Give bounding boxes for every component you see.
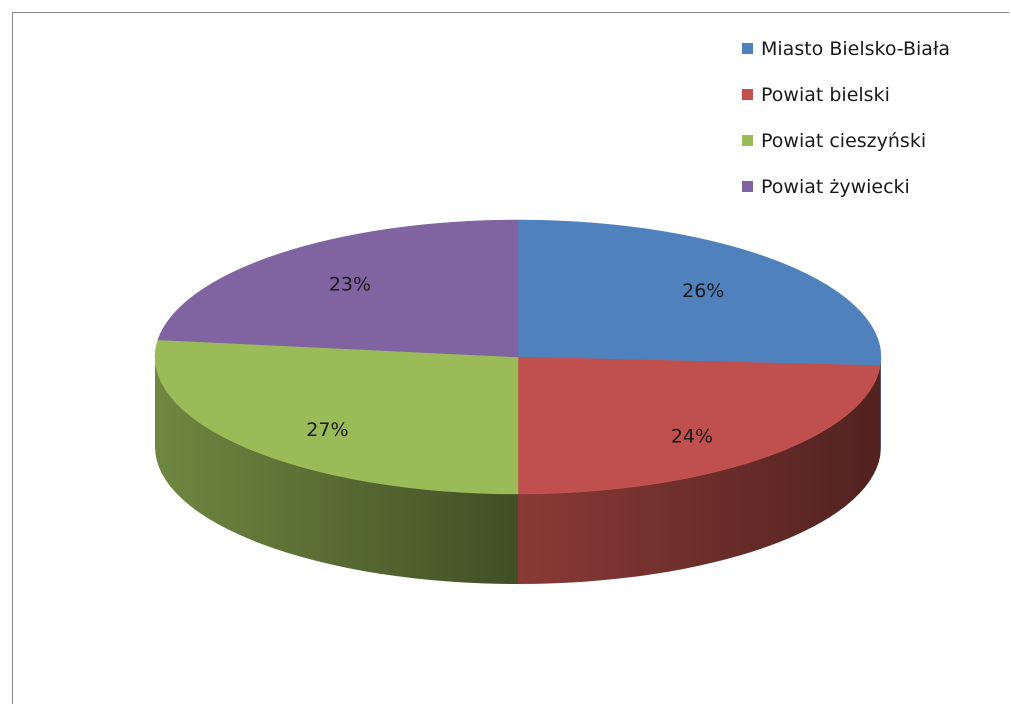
legend-label: Miasto Bielsko-Biała (761, 37, 950, 60)
legend-swatch-powiat-zywiecki (742, 181, 753, 192)
legend-label: Powiat żywiecki (761, 175, 910, 198)
legend-item: Powiat cieszyński (742, 128, 950, 153)
pie-side-powiat-bielski (518, 365, 881, 584)
data-label-miasto-bielsko-bia-a: 26% (682, 280, 724, 302)
legend-label: Powiat bielski (761, 83, 890, 106)
data-label-powiat-ywiecki: 23% (329, 274, 371, 296)
legend-item: Miasto Bielsko-Biała (742, 36, 950, 61)
pie-side-miasto-bielsko-bia-a (880, 357, 881, 456)
pie-slice-powiat-bielski (517, 356, 881, 495)
pie-slice-miasto-bielsko-bia-a (517, 219, 882, 366)
legend-item: Powiat bielski (742, 82, 950, 107)
legend-label: Powiat cieszyński (761, 129, 927, 152)
data-label-powiat-bielski: 24% (671, 425, 713, 447)
pie-slice-powiat-ywiecki (157, 219, 519, 358)
pie-slice-powiat-cieszy-ski (154, 339, 519, 495)
pie-side-powiat-cieszy-ski (155, 357, 518, 584)
legend: Miasto Bielsko-Biała Powiat bielski Powi… (742, 36, 950, 220)
legend-swatch-powiat-bielski (742, 89, 753, 100)
legend-item: Powiat żywiecki (742, 174, 950, 199)
data-label-powiat-cieszy-ski: 27% (306, 419, 348, 441)
legend-swatch-powiat-cieszynski (742, 135, 753, 146)
legend-swatch-miasto-bielsko-biala (742, 43, 753, 54)
